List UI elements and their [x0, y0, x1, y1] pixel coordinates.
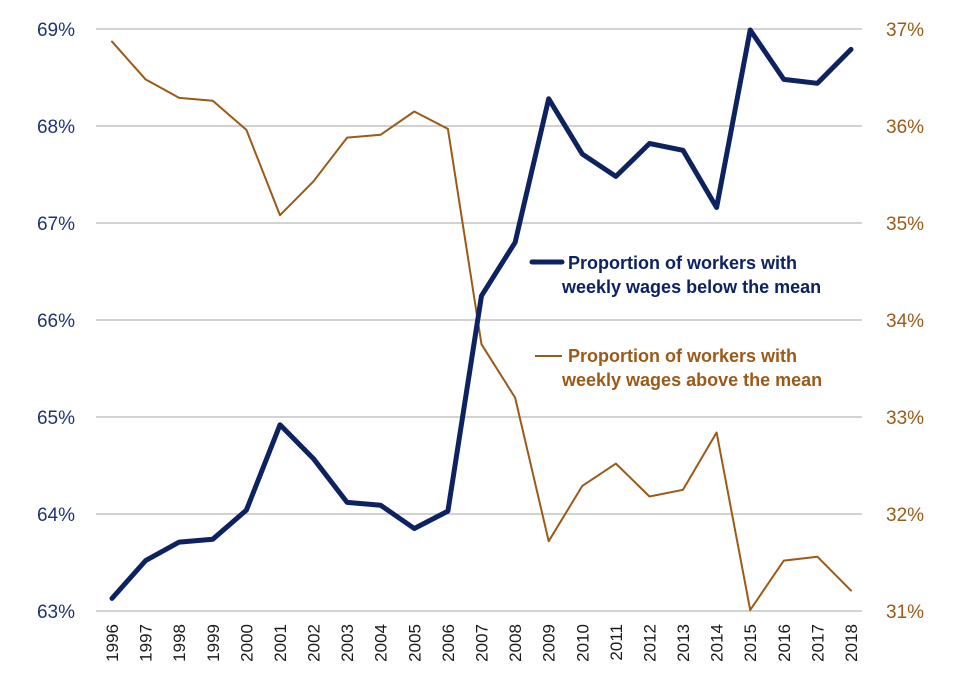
x-tick-label: 2004: [372, 624, 391, 662]
series-line-below: [109, 27, 854, 601]
right-tick-label: 33%: [886, 408, 924, 429]
x-tick-label: 2014: [708, 624, 727, 662]
right-y-axis: 31% 32% 33% 34% 35% 36% 37%: [886, 20, 924, 623]
series-line-above: [111, 40, 852, 611]
x-tick-label: 2007: [473, 624, 492, 662]
right-tick-label: 35%: [886, 214, 924, 235]
legend: Proportion of workers with weekly wages …: [529, 253, 822, 390]
x-tick-label: 2003: [338, 624, 357, 662]
left-tick-label: 63%: [37, 602, 75, 623]
left-tick-label: 68%: [37, 117, 75, 138]
x-tick-label: 2013: [674, 624, 693, 662]
x-tick-label: 2018: [842, 624, 861, 662]
x-tick-label: 2012: [640, 624, 659, 662]
x-tick-label: 2009: [540, 624, 559, 662]
x-tick-label: 2001: [271, 624, 290, 662]
x-tick-label: 2010: [573, 624, 592, 662]
left-tick-label: 64%: [37, 505, 75, 526]
right-tick-label: 36%: [886, 117, 924, 138]
legend-entry-above: Proportion of workers with weekly wages …: [535, 346, 822, 390]
legend-label-below-line2: weekly wages below the mean: [561, 277, 821, 297]
x-tick-label: 2016: [775, 624, 794, 662]
legend-label-above-line1: Proportion of workers with: [568, 346, 797, 366]
x-tick-label: 1998: [170, 624, 189, 662]
left-tick-label: 66%: [37, 311, 75, 332]
x-tick-label: 2005: [405, 624, 424, 662]
legend-entry-below: Proportion of workers with weekly wages …: [529, 253, 821, 297]
x-axis: 1996 1997 1998 1999 2000 2001 2002 2003 2004 2005…: [103, 624, 861, 662]
left-y-axis: 63% 64% 65% 66% 67% 68% 69%: [37, 20, 75, 623]
x-tick-label: 2008: [506, 624, 525, 662]
x-tick-label: 2017: [808, 624, 827, 662]
x-tick-label: 2002: [305, 624, 324, 662]
left-tick-label: 69%: [37, 20, 75, 41]
legend-label-below-line1: Proportion of workers with: [568, 253, 797, 273]
series-lines: [109, 27, 854, 611]
left-tick-label: 67%: [37, 214, 75, 235]
x-tick-label: 2006: [439, 624, 458, 662]
right-tick-label: 37%: [886, 20, 924, 41]
right-tick-label: 31%: [886, 602, 924, 623]
x-tick-label: 2015: [741, 624, 760, 662]
x-tick-label: 1996: [103, 624, 122, 662]
x-tick-label: 2000: [237, 624, 256, 662]
x-tick-label: 1997: [137, 624, 156, 662]
x-tick-label: 1999: [204, 624, 223, 662]
left-tick-label: 65%: [37, 408, 75, 429]
right-tick-label: 34%: [886, 311, 924, 332]
right-tick-label: 32%: [886, 505, 924, 526]
x-tick-label: 2011: [607, 624, 626, 661]
legend-label-above-line2: weekly wages above the mean: [561, 370, 822, 390]
gridlines: [96, 28, 862, 612]
